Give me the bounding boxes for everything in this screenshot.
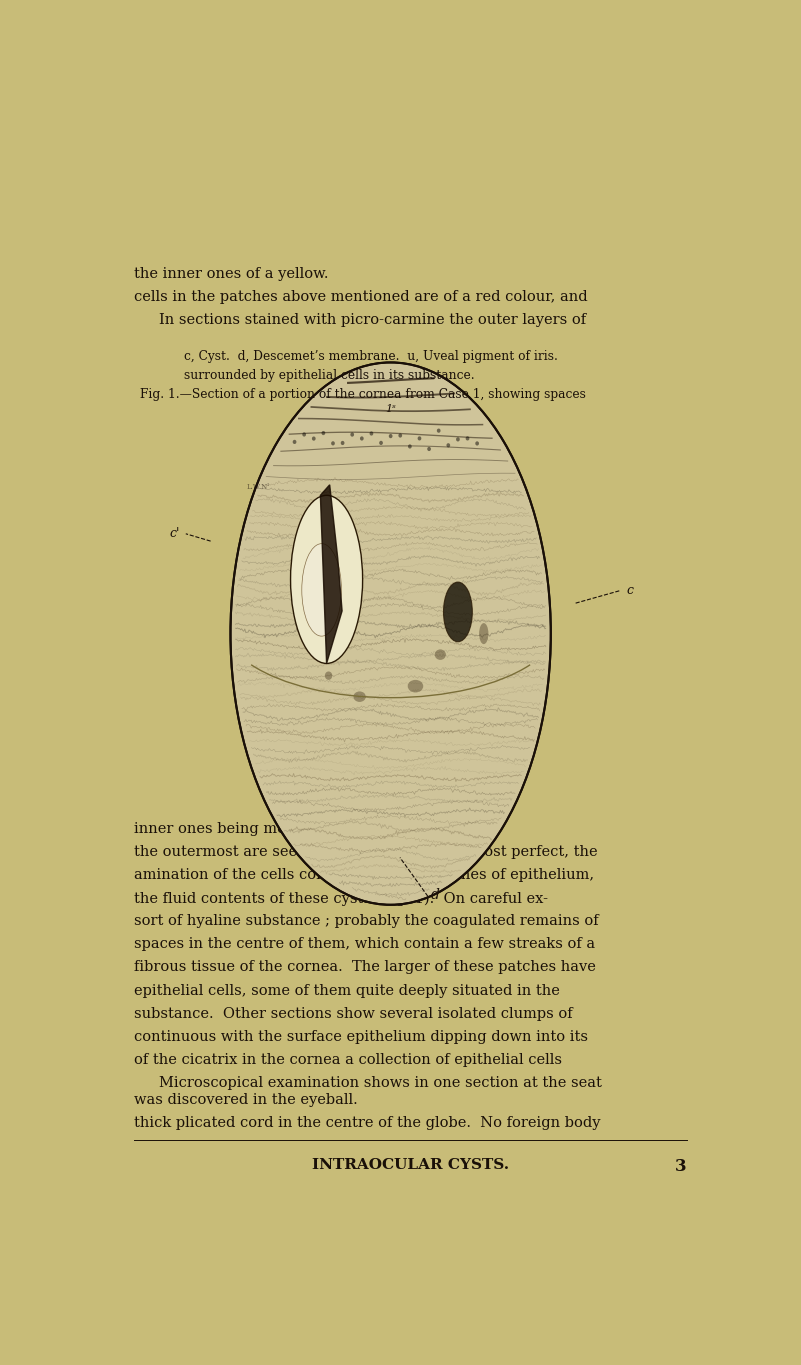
Ellipse shape (292, 440, 296, 444)
Ellipse shape (398, 434, 402, 438)
Text: Fig. 1.—Section of a portion of the cornea from Case 1, showing spaces: Fig. 1.—Section of a portion of the corn… (140, 388, 586, 401)
Ellipse shape (312, 437, 316, 441)
Ellipse shape (444, 581, 473, 642)
Ellipse shape (353, 692, 366, 702)
Ellipse shape (437, 429, 441, 433)
Ellipse shape (325, 672, 332, 680)
Text: epithelial cells, some of them quite deeply situated in the: epithelial cells, some of them quite dee… (135, 984, 560, 998)
Ellipse shape (408, 445, 412, 449)
Text: sort of hyaline substance ; probably the coagulated remains of: sort of hyaline substance ; probably the… (135, 915, 599, 928)
Text: fibrous tissue of the cornea.  The larger of these patches have: fibrous tissue of the cornea. The larger… (135, 961, 596, 975)
Text: c: c (626, 584, 634, 597)
Ellipse shape (435, 650, 446, 659)
Ellipse shape (369, 431, 373, 435)
Ellipse shape (475, 441, 479, 445)
Ellipse shape (321, 431, 325, 435)
Text: 3: 3 (675, 1158, 686, 1175)
Text: surrounded by epithelial cells in its substance.: surrounded by epithelial cells in its su… (184, 369, 474, 382)
Text: cells in the patches above mentioned are of a red colour, and: cells in the patches above mentioned are… (135, 289, 588, 304)
Ellipse shape (379, 441, 383, 445)
Text: amination of the cells composing these patches of epithelium,: amination of the cells composing these p… (135, 868, 594, 882)
Ellipse shape (456, 437, 460, 441)
Text: of the cicatrix in the cornea a collection of epithelial cells: of the cicatrix in the cornea a collecti… (135, 1052, 562, 1067)
Ellipse shape (479, 622, 489, 644)
Text: the inner ones of a yellow.: the inner ones of a yellow. (135, 266, 328, 281)
Circle shape (231, 363, 551, 905)
Ellipse shape (408, 680, 423, 692)
Ellipse shape (340, 441, 344, 445)
Text: the outermost are seen to be the largest and most perfect, the: the outermost are seen to be the largest… (135, 845, 598, 859)
Polygon shape (320, 485, 342, 663)
Ellipse shape (350, 433, 354, 437)
Ellipse shape (427, 446, 431, 450)
Ellipse shape (291, 495, 363, 663)
Ellipse shape (302, 543, 341, 636)
Ellipse shape (388, 434, 392, 438)
Text: inner ones being more flattened.: inner ones being more flattened. (135, 822, 378, 835)
Text: c': c' (169, 527, 179, 541)
Text: substance.  Other sections show several isolated clumps of: substance. Other sections show several i… (135, 1007, 573, 1021)
Text: continuous with the surface epithelium dipping down into its: continuous with the surface epithelium d… (135, 1029, 588, 1044)
Ellipse shape (465, 437, 469, 441)
Text: was discovered in the eyeball.: was discovered in the eyeball. (135, 1093, 358, 1107)
Text: Microscopical examination shows in one section at the seat: Microscopical examination shows in one s… (159, 1076, 602, 1091)
Text: spaces in the centre of them, which contain a few streaks of a: spaces in the centre of them, which cont… (135, 938, 595, 951)
Text: In sections stained with picro-carmine the outer layers of: In sections stained with picro-carmine t… (159, 313, 586, 328)
Text: c, Cyst.  d, Descemet’s membrane.  u, Uveal pigment of iris.: c, Cyst. d, Descemet’s membrane. u, Uvea… (184, 349, 557, 363)
Text: the fluid contents of these cysts (Fig. 1).  On careful ex-: the fluid contents of these cysts (Fig. … (135, 891, 548, 905)
Ellipse shape (360, 437, 364, 441)
Ellipse shape (417, 437, 421, 441)
Ellipse shape (446, 444, 450, 448)
Text: d: d (431, 887, 440, 902)
Ellipse shape (302, 433, 306, 437)
Text: 1ˢ: 1ˢ (385, 404, 396, 415)
Text: INTRAOCULAR CYSTS.: INTRAOCULAR CYSTS. (312, 1158, 509, 1173)
Text: thick plicated cord in the centre of the globe.  No foreign body: thick plicated cord in the centre of the… (135, 1117, 601, 1130)
Ellipse shape (331, 441, 335, 445)
Text: L.W.Nᴵ: L.W.Nᴵ (247, 483, 270, 491)
